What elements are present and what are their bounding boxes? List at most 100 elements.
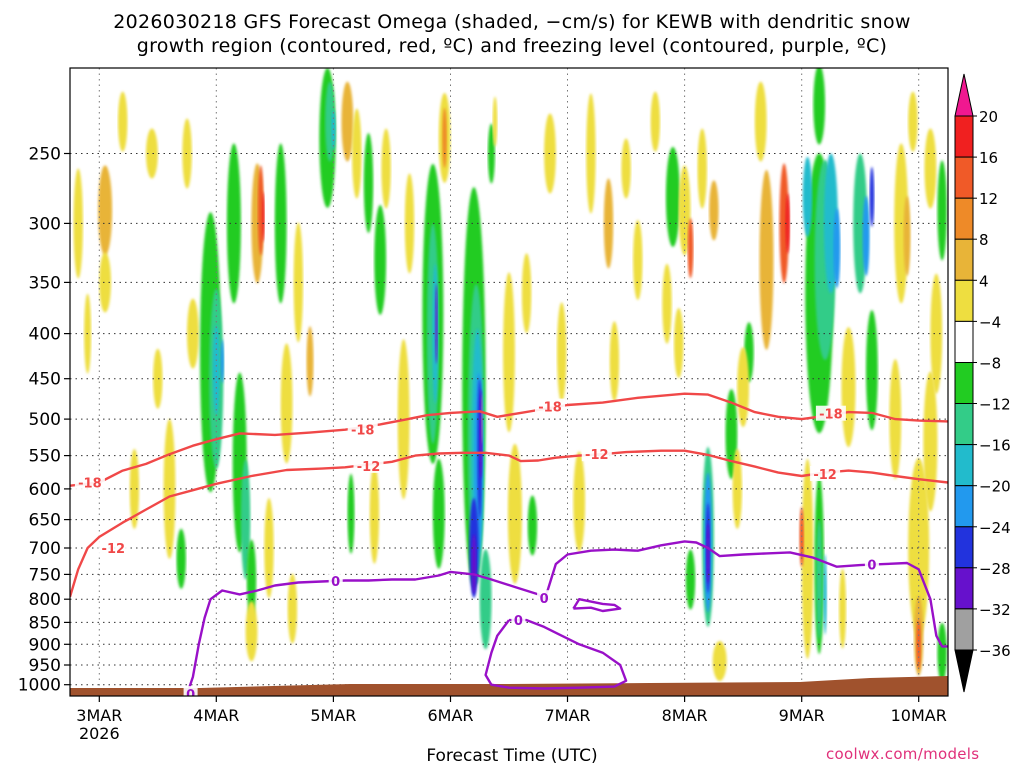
contour-label-bg [810, 466, 841, 481]
omega-blob [697, 128, 707, 209]
y-tick-label: 900 [29, 635, 61, 655]
omega-blob [779, 163, 789, 284]
omega-blob [662, 263, 672, 344]
y-tick-label: 450 [29, 370, 61, 390]
omega-blob [404, 173, 415, 274]
chart-title-line2: growth region (contoured, red, ºC) and f… [136, 35, 888, 57]
contour-label: -12 [585, 448, 609, 463]
omega-blob [674, 308, 684, 378]
colorbar-segment [954, 444, 974, 487]
omega-blob [924, 128, 937, 209]
colorbar-segment [954, 485, 974, 528]
omega-blob [802, 156, 813, 237]
omega-blob [621, 138, 631, 199]
chart-title-line1: 2026030218 GFS Forecast Omega (shaded, −… [113, 11, 911, 33]
omega-blob [381, 128, 391, 209]
contour-label-bg [74, 474, 105, 490]
omega-blob [650, 91, 660, 152]
omega-blob [146, 128, 158, 179]
colorbar-tick-label: 12 [979, 190, 998, 208]
contour-label-bg [815, 405, 846, 421]
omega-blob [73, 168, 83, 279]
omega-blob [182, 118, 192, 189]
x-axis-label: Forecast Time (UTC) [426, 746, 598, 766]
colorbar-tick-label: −4 [979, 313, 1001, 331]
omega-blob [153, 348, 163, 409]
x-tick-label: 6MAR [427, 706, 473, 725]
x-tick-label: 4MAR [193, 706, 239, 725]
omega-blob [435, 283, 438, 364]
omega-blob [685, 549, 696, 610]
y-tick-label: 1000 [18, 676, 61, 696]
omega-blob [261, 191, 265, 242]
contour-label-bg [535, 398, 565, 414]
omega-blob [293, 222, 303, 343]
colorbar-segment [954, 608, 974, 651]
omega-blob [903, 195, 911, 276]
colorbar-tick-label: −16 [979, 437, 1011, 455]
y-tick-label: 500 [29, 410, 61, 430]
omega-blob [503, 272, 515, 433]
omega-blob [937, 160, 947, 261]
omega-blob [732, 448, 742, 529]
colorbar-segment [954, 156, 974, 199]
y-tick-label: 700 [29, 539, 61, 559]
colorbar-segment [954, 279, 974, 322]
contour-label-bg [537, 590, 552, 606]
contour-label: 0 [331, 575, 340, 590]
omega-blob [866, 310, 878, 431]
colorbar-segment [954, 567, 974, 610]
colorbar-tick-label: −32 [979, 601, 1011, 619]
credit-text: coolwx.com/models [826, 745, 980, 763]
colorbar-top-arrow [954, 73, 974, 117]
omega-blob [176, 528, 186, 589]
colorbar-bottom-arrow [954, 649, 974, 693]
colorbar-tick-label: 20 [979, 108, 998, 126]
omega-blob [557, 302, 567, 403]
omega-blob [573, 451, 586, 552]
omega-blob [816, 519, 823, 640]
colorbar-tick-label: 8 [979, 231, 989, 249]
omega-blob [725, 389, 738, 480]
x-tick-label: 3MAR [76, 706, 122, 725]
omega-blob [99, 252, 111, 313]
colorbar-segment [954, 238, 974, 281]
contour-label: -18 [78, 477, 102, 492]
omega-blob [245, 601, 258, 662]
colorbar-tick-label: −20 [979, 478, 1011, 496]
y-tick-label: 650 [29, 511, 61, 531]
omega-blob [442, 107, 447, 168]
colorbar-tick-label: 4 [979, 272, 989, 290]
contour-label-bg [864, 556, 879, 572]
colorbar-tick-label: −36 [979, 642, 1011, 660]
x-tick-label: 8MAR [662, 706, 708, 725]
contour-label-bg [511, 612, 526, 628]
colorbar-tick-label: 16 [979, 149, 998, 167]
omega-blob [869, 166, 875, 227]
contour-label: -18 [819, 408, 843, 423]
contour--12 [70, 449, 948, 598]
colorbar: 20 16 12 8 4 −4 −8 −12 −16 −20 −24 −28 −32 −36 [954, 73, 1011, 693]
contour-label: 0 [867, 559, 876, 574]
contour-label: -12 [357, 460, 381, 475]
omega-blob [246, 539, 257, 620]
omega-blob [374, 204, 387, 315]
x-tick-sublabel: 2026 [79, 724, 120, 743]
colorbar-segment [954, 362, 974, 405]
omega-blob [833, 208, 841, 289]
y-tick-label: 250 [29, 145, 61, 165]
contour-label-bg [347, 421, 378, 437]
colorbar-tick-label: −8 [979, 355, 1001, 373]
omega-blob [306, 326, 314, 397]
omega-blob [678, 165, 691, 256]
colorbar-tick-label: −12 [979, 396, 1011, 414]
contour-label-bg [581, 446, 612, 462]
omega-blob [118, 91, 128, 152]
contours: -18 -18 -18 -18 -12 -12 -12 -12 0 0 0 0 0 [70, 392, 948, 696]
y-tick-label: 950 [29, 656, 61, 676]
colorbar-tick-label: −28 [979, 560, 1011, 578]
contour-0-small [572, 598, 622, 613]
omega-blob [839, 568, 847, 649]
omega-blob [841, 327, 856, 448]
